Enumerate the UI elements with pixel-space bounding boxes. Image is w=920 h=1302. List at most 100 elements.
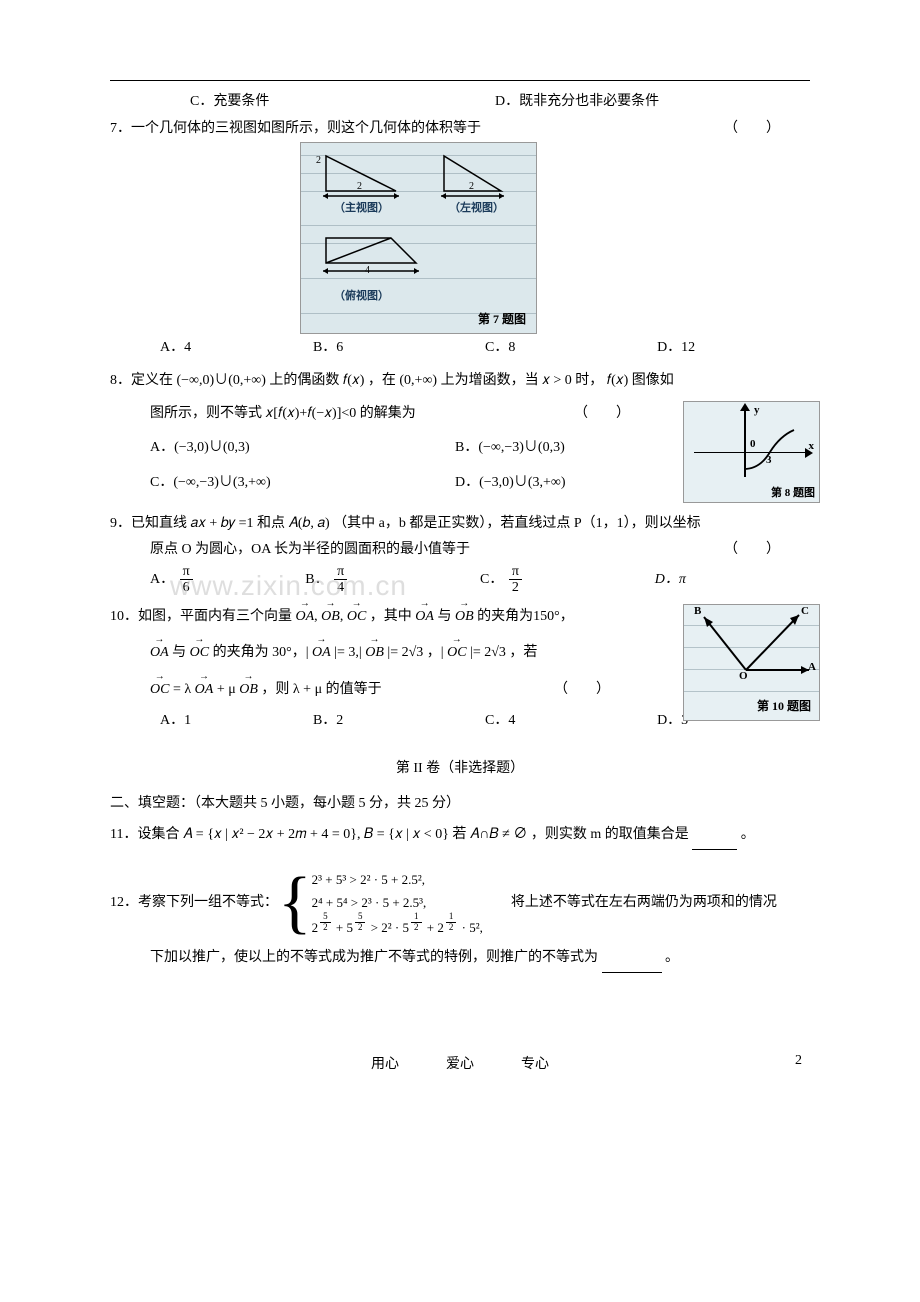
q12e3d: 2 — [411, 923, 422, 933]
zuoshi-shape — [439, 151, 519, 206]
q9-optB: B． π4 — [305, 564, 480, 596]
q10b-v4: OB — [365, 645, 384, 660]
q12-ineq1: 2³ + 5³ > 2² · 5 + 2.5², — [312, 868, 483, 891]
page-footer: 用心 爱心 专心 2 — [0, 1053, 920, 1073]
q8-optA: A．(−3,0)∪(0,3) — [150, 435, 455, 462]
q10-optC: C．4 — [485, 707, 657, 735]
footer-a: 用心 — [371, 1057, 399, 1072]
q11-blank — [692, 822, 737, 850]
q9-options: www.zixin.com.cn A． π6 B． π4 C． π2 D．π — [110, 564, 810, 596]
q7-figure: 2 2 （主视图） 2 （左视图） 4 （俯视图） 第 7 题图 — [300, 142, 537, 334]
q7-optA: A．4 — [160, 334, 313, 362]
q10b-mid2: |= 3,| — [334, 645, 365, 660]
q12-inequalities: 2³ + 5³ > 2² · 5 + 2.5², 2⁴ + 5⁴ > 2³ · … — [312, 868, 483, 940]
q10b-post: |= 2√3 ，若 — [470, 645, 537, 660]
q12l3d: + 2 — [427, 920, 444, 935]
q9-optD: D．π — [655, 566, 810, 594]
q7-figcap: 第 7 题图 — [478, 310, 526, 327]
q12-period: 。 — [665, 950, 679, 965]
q12-stem-c-text: 下加以推广，使以上的不等式成为推广不等式的特例，则推广的不等式为 — [150, 950, 598, 965]
q10-optB: B．2 — [313, 707, 485, 735]
section-2-header: 二、填空题：（本大题共 5 小题，每小题 5 分，共 25 分） — [110, 791, 810, 818]
q9-paren: （ ） — [724, 537, 780, 564]
q10a-v3: OC — [347, 609, 366, 624]
q10-lbl-C: C — [801, 605, 809, 617]
q7-optD: D．12 — [657, 334, 810, 362]
q7-paren: （ ） — [724, 116, 780, 143]
zhushi-shape — [321, 151, 411, 206]
q10c-v2: OA — [195, 682, 214, 697]
fushi-shape — [321, 233, 441, 293]
q7-dim2b: 2 — [469, 181, 474, 192]
q10-figure: B C O A 第 10 题图 — [683, 604, 820, 721]
q12-stem-c: 下加以推广，使以上的不等式成为推广不等式的特例，则推广的不等式为 。 — [110, 945, 810, 973]
q8-optB: B．(−∞,−3)∪(0,3) — [455, 435, 565, 462]
part2-title: 第 II 卷（非选择题） — [110, 757, 810, 777]
q6-opt-d: D．既非充分也非必要条件 — [495, 89, 659, 116]
footer-b: 爱心 — [446, 1057, 474, 1072]
q8-optD: D．(−3,0)∪(3,+∞) — [455, 470, 566, 497]
q9-stem-b: 原点 O 为圆心，OA 长为半径的圆面积的最小值等于 （ ） — [110, 537, 810, 564]
q8-lbl-y: y — [754, 404, 760, 416]
q10b-v5: OC — [447, 645, 466, 660]
q9B-pre: B． — [305, 572, 328, 587]
q10-figcap: 第 10 题图 — [757, 697, 811, 714]
q9C-num: π — [509, 564, 522, 580]
q10b-mid3: |= 2√3 ，| — [387, 645, 447, 660]
q8-figcap: 第 8 题图 — [771, 484, 815, 500]
q7-dim2a: 2 — [357, 181, 362, 192]
q8-stem-b-text: 图所示，则不等式 𝑥[𝑓(𝑥)+𝑓(−𝑥)]<0 的解集为 — [150, 406, 416, 421]
q11-stem: 11．设集合 𝐴 = {𝑥 | 𝑥² − 2𝑥 + 2𝑚 + 4 = 0}, 𝐵… — [110, 822, 810, 850]
q9C-pre: C． — [480, 572, 503, 587]
q7-zuoshi: （左视图） — [449, 199, 504, 215]
q10b-v2: OC — [190, 645, 209, 660]
q9-optC: C． π2 — [480, 564, 655, 596]
q10-paren: （ ） — [554, 677, 610, 704]
q10b-v3: OA — [312, 645, 331, 660]
q8-lbl-x: x — [809, 440, 815, 452]
q12e4d: 2 — [446, 923, 457, 933]
q10-lbl-B: B — [694, 605, 701, 617]
q12-row: 12．考察下列一组不等式： { 2³ + 5³ > 2² · 5 + 2.5²,… — [110, 868, 810, 940]
q10c-mid2: + μ — [217, 682, 236, 697]
q8-stem-a: 8．定义在 (−∞,0)∪(0,+∞) 上的偶函数 𝑓(𝑥) ，在 (0,+∞)… — [110, 368, 810, 395]
q10-vectors — [684, 605, 819, 705]
q7-optB: B．6 — [313, 334, 485, 362]
q10c-v1: OC — [150, 682, 169, 697]
q9-optA: A． π6 — [150, 564, 305, 596]
q7-dim4: 4 — [365, 265, 370, 276]
q9-stem-a: 9．已知直线 𝑎𝑥 + 𝑏𝑦 =1 和点 𝐴(𝑏, 𝑎) （其中 a，b 都是正… — [110, 511, 810, 538]
q10b-mid: 的夹角为 30°，| — [213, 645, 312, 660]
q8-figure: y x 0 3 第 8 题图 — [683, 401, 820, 503]
q10-lbl-O: O — [739, 670, 748, 682]
q10a-v5: OB — [455, 609, 474, 624]
q8-curve — [742, 434, 802, 474]
q9-stem-b-text: 原点 O 为圆心，OA 长为半径的圆面积的最小值等于 — [150, 542, 470, 557]
q10-lbl-A: A — [808, 661, 816, 673]
q10b-v1: OA — [150, 645, 169, 660]
q12e1d: 2 — [320, 923, 331, 933]
q11-period: 。 — [741, 827, 755, 842]
q8-optC: C．(−∞,−3)∪(3,+∞) — [150, 470, 455, 497]
footer-c: 专心 — [521, 1057, 549, 1072]
q7-zhushi: （主视图） — [334, 199, 389, 215]
q10c-mid: = λ — [173, 682, 191, 697]
q10a-v1: OA — [296, 609, 315, 624]
q12-ineq2: 2⁴ + 5⁴ > 2³ · 5 + 2.5³, — [312, 891, 483, 914]
q12-brace: { — [278, 882, 312, 924]
q10a-v2: OB — [321, 609, 340, 624]
q7-fushi: （俯视图） — [334, 287, 389, 303]
q9A-pre: A． — [150, 572, 174, 587]
q10a-mid: ，其中 — [370, 609, 416, 624]
q9C-den: 2 — [509, 580, 522, 595]
q10c-v3: OB — [239, 682, 258, 697]
q10c-post: ，则 λ + μ 的值等于 — [261, 682, 381, 697]
q10a-v4: OA — [415, 609, 434, 624]
q7-optC: C．8 — [485, 334, 657, 362]
q12-ineq3: 252 + 552 > 2² · 512 + 212 · 5², — [312, 914, 483, 939]
q12l3c: > 2² · 5 — [371, 920, 409, 935]
q8-paren: （ ） — [574, 401, 630, 428]
q12-stem-b: 将上述不等式在左右两端仍为两项和的情况 — [483, 890, 777, 917]
q12e2d: 2 — [355, 923, 366, 933]
q9A-num: π — [180, 564, 193, 580]
